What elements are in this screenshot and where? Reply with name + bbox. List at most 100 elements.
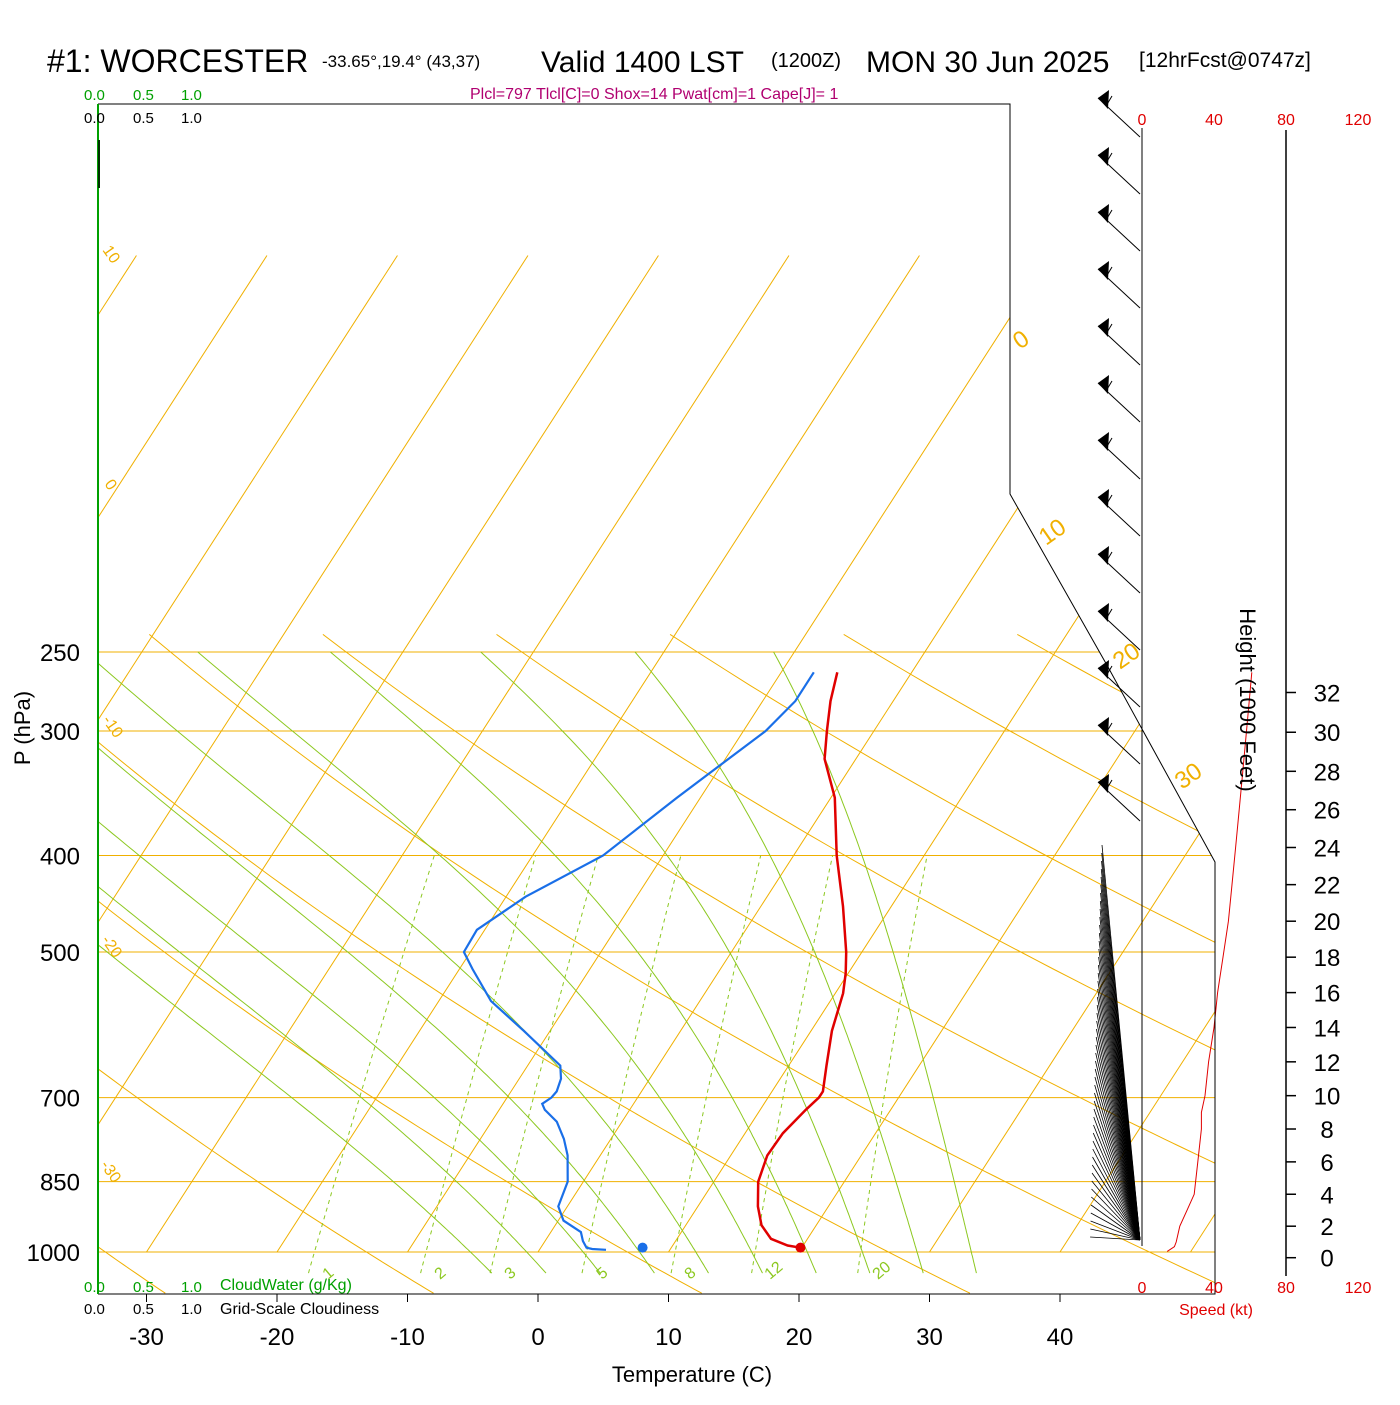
height-tick-label: 32	[1314, 680, 1341, 707]
dry-adiabat-line	[1017, 634, 1400, 1293]
speed-bottom-tick-1: 40	[1205, 1280, 1223, 1297]
cloudwater-tick-0: 0.0	[84, 87, 105, 104]
temperature-tick-label: -20	[260, 1324, 295, 1351]
cloudiness-tick-2: 1.0	[181, 110, 202, 127]
height-tick-label: 12	[1314, 1050, 1341, 1077]
wind-barb	[1098, 261, 1140, 308]
pressure-tick-label: 250	[40, 640, 80, 667]
cloudwater-bottom-tick-1: 0.5	[133, 1279, 154, 1296]
x-axis-title: Temperature (C)	[612, 1362, 772, 1387]
isotherm-label-left: -20	[98, 933, 125, 962]
mixing-ratio-label: 12	[762, 1259, 787, 1284]
height-tick-label: 18	[1314, 945, 1341, 972]
y-axis-title: P (hPa)	[10, 691, 35, 765]
speed-bottom-tick-0: 0	[1138, 1280, 1147, 1297]
wind-barb	[1098, 375, 1140, 422]
wind-barb	[1098, 603, 1140, 650]
mixing-ratio-line	[858, 856, 927, 1274]
speed-top-tick-3: 120	[1345, 112, 1372, 129]
wind-barb-pennant	[1098, 546, 1109, 565]
moist-adiabat-line	[330, 652, 816, 1273]
cloudiness-bottom-tick-2: 1.0	[181, 1301, 202, 1318]
moist-adiabat-line	[481, 652, 870, 1273]
valid-date: MON 30 Jun 2025	[866, 46, 1109, 79]
wind-barb	[1098, 318, 1140, 365]
mixing-ratio-line	[582, 856, 681, 1274]
cloudwater-label: CloudWater (g/Kg)	[220, 1277, 352, 1294]
speed-bottom-tick-3: 120	[1345, 1280, 1372, 1297]
wind-barb-pennant	[1098, 432, 1109, 451]
wind-barb	[1098, 717, 1140, 764]
valid-time: Valid 1400 LST	[541, 46, 744, 79]
pressure-tick-label: 300	[40, 719, 80, 746]
cloudiness-tick-1: 0.5	[133, 110, 154, 127]
wind-barb	[1098, 489, 1140, 536]
moist-adiabat-line	[774, 652, 977, 1273]
mixing-ratio-line	[490, 856, 598, 1274]
cloudwater-tick-2: 1.0	[181, 87, 202, 104]
temperature-tick-label: 40	[1047, 1324, 1074, 1351]
height-axis-title: Height (1000 Feet)	[1235, 608, 1260, 791]
isotherm-line	[538, 256, 1180, 1253]
wind-panel	[1090, 90, 1252, 1251]
wind-barb-pennant	[1098, 717, 1109, 736]
isotherm-label-right: 0	[1008, 325, 1034, 355]
mixing-ratio-label: 2	[432, 1264, 450, 1283]
stability-indices: Plcl=797 Tlcl[C]=0 Shox=14 Pwat[cm]=1 Ca…	[470, 86, 838, 103]
moist-adiabat-line	[635, 652, 923, 1273]
pressure-tick-label: 400	[40, 843, 80, 870]
isotherm-line	[408, 256, 1050, 1253]
height-tick-label: 16	[1314, 981, 1341, 1008]
isotherm-line	[147, 256, 789, 1253]
mixing-ratio-label: 8	[682, 1264, 700, 1283]
cloudiness-bottom-tick-0: 0.0	[84, 1301, 105, 1318]
moist-adiabat-line	[198, 652, 763, 1273]
station-title: #1: WORCESTER	[47, 43, 308, 79]
mixing-ratio-line	[421, 856, 536, 1274]
height-tick-label: 8	[1320, 1117, 1333, 1144]
wind-barb-pennant	[1098, 90, 1109, 109]
temperature-tick-label: -30	[129, 1324, 164, 1351]
cloudwater-bottom-tick-0: 0.0	[84, 1279, 105, 1296]
wind-barb-pennant	[1098, 375, 1109, 394]
wind-barb	[1098, 204, 1140, 251]
wind-barb-pennant	[1098, 204, 1109, 223]
temperature-tick-label: 30	[916, 1324, 943, 1351]
pressure-tick-label: 850	[40, 1170, 80, 1197]
height-tick-label: 4	[1320, 1182, 1333, 1209]
temperature-tick-label: 20	[786, 1324, 813, 1351]
mixing-ratio-line	[752, 856, 833, 1274]
wind-barb-pennant	[1098, 261, 1109, 280]
moist-adiabat-line	[0, 652, 600, 1273]
mixing-ratio-label: 20	[870, 1259, 895, 1284]
wind-barb	[1098, 147, 1140, 194]
isotherm-label-right: 20	[1108, 637, 1145, 674]
wind-barb-pennant	[1098, 318, 1109, 337]
wind-barb	[1098, 546, 1140, 593]
height-tick-label: 6	[1320, 1150, 1333, 1177]
wind-barb-pennant	[1098, 489, 1109, 508]
pressure-tick-label: 700	[40, 1086, 80, 1113]
height-tick-label: 22	[1314, 873, 1341, 900]
isotherm-label-left: 10	[99, 243, 123, 267]
cloudiness-bottom-tick-1: 0.5	[133, 1301, 154, 1318]
cloudwater-bottom-tick-2: 1.0	[181, 1279, 202, 1296]
speed-bottom-tick-2: 80	[1277, 1280, 1295, 1297]
plot-frame	[98, 104, 1215, 1294]
wind-barb	[1098, 432, 1140, 479]
mixing-ratio-line	[309, 856, 435, 1274]
speed-top-tick-1: 40	[1205, 112, 1223, 129]
station-coords: -33.65°,19.4° (43,37)	[322, 52, 480, 71]
isotherm-label-left: 0	[101, 477, 120, 494]
mixing-ratio-label: 3	[502, 1264, 520, 1283]
surface-dewpoint-dot	[638, 1243, 648, 1253]
height-tick-label: 24	[1314, 835, 1341, 862]
cloudiness-label: Grid-Scale Cloudiness	[220, 1301, 379, 1318]
dry-adiabat-line	[1365, 634, 1400, 1293]
cloudiness-tick-0: 0.0	[84, 110, 105, 127]
pressure-tick-label: 1000	[27, 1240, 80, 1267]
isotherm-label-left: -10	[99, 713, 126, 742]
height-tick-label: 20	[1314, 909, 1341, 936]
